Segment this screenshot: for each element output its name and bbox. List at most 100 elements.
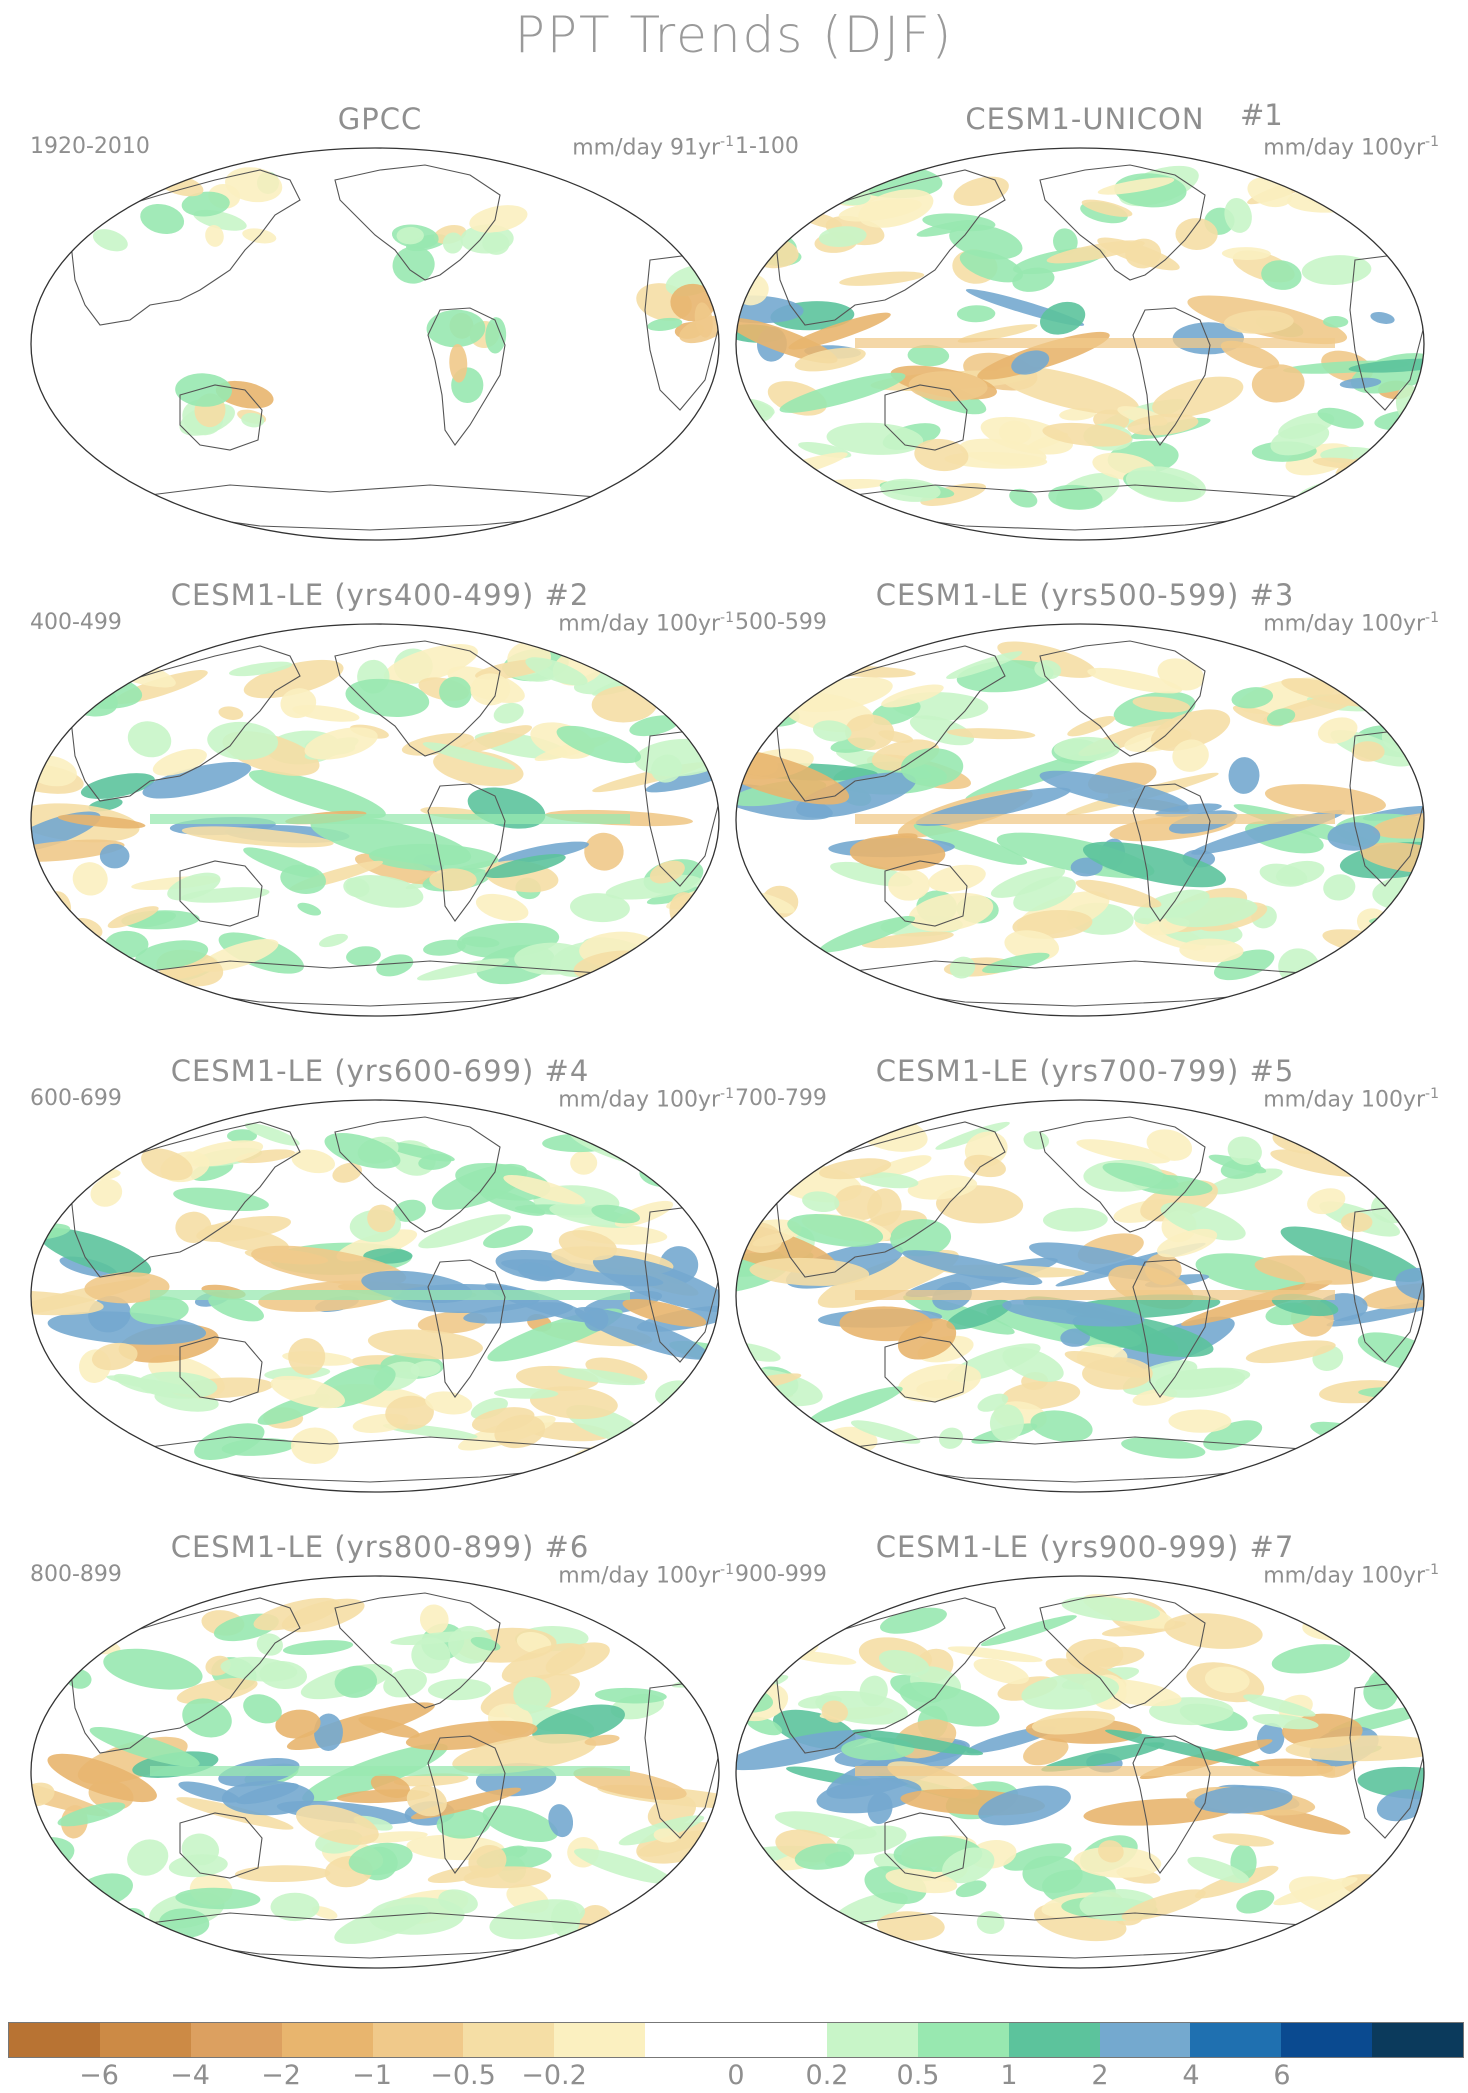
trend-shading xyxy=(1317,717,1358,744)
trend-shading xyxy=(1172,739,1209,772)
map-border xyxy=(735,623,1425,1017)
trend-shading xyxy=(1187,1856,1250,1884)
trend-shading xyxy=(418,1214,511,1249)
trend-shading xyxy=(493,702,524,724)
trend-shading xyxy=(964,1154,1006,1178)
panel-units: mm/day 100yr-1 xyxy=(558,610,734,637)
world-map xyxy=(30,1099,720,1493)
panel-units: mm/day 100yr-1 xyxy=(558,1562,734,1589)
trend-shading xyxy=(57,1802,126,1827)
trend-shading xyxy=(304,727,378,760)
trend-shading xyxy=(1013,876,1076,912)
trend-shading xyxy=(1165,897,1258,928)
trend-shading xyxy=(418,1153,452,1170)
trend-shading xyxy=(1075,879,1162,908)
trend-shading xyxy=(141,1148,193,1181)
trend-shading xyxy=(885,1868,958,1894)
trend-shading xyxy=(1097,177,1175,195)
trend-shading xyxy=(1206,1168,1283,1195)
trend-shading xyxy=(1348,358,1424,373)
trend-shading xyxy=(469,205,528,233)
map-panel: CESM1-UNICON #1 1-100 mm/day 100yr-1 xyxy=(735,98,1439,574)
trend-shading xyxy=(648,1619,691,1638)
trend-shading xyxy=(140,203,185,234)
trend-shading xyxy=(1310,1421,1408,1454)
panel-title: CESM1-UNICON xyxy=(965,102,1205,136)
trend-shading xyxy=(208,1294,264,1322)
trend-shading xyxy=(494,1414,546,1449)
trend-shading xyxy=(358,1716,420,1738)
trend-shading xyxy=(1261,260,1302,290)
trend-shading xyxy=(503,1174,586,1205)
trend-shading xyxy=(45,665,80,692)
trend-shading xyxy=(367,1204,396,1233)
coastline xyxy=(69,169,301,326)
trend-shading xyxy=(1127,413,1199,436)
trend-shading xyxy=(129,1296,189,1325)
trend-shading xyxy=(850,1420,921,1444)
trend-shading xyxy=(845,714,895,751)
trend-shading xyxy=(1270,1149,1366,1177)
trend-shading xyxy=(291,1149,336,1174)
trend-shading xyxy=(196,1215,292,1242)
trend-shading xyxy=(548,1804,574,1838)
trend-shading xyxy=(741,1876,770,1903)
equatorial-band xyxy=(855,338,1335,348)
trend-shading xyxy=(484,854,566,879)
trend-shading xyxy=(1003,1843,1072,1871)
map-border xyxy=(735,1575,1425,1969)
trend-shading xyxy=(1160,1202,1246,1241)
colorbar-swatch xyxy=(463,2023,555,2057)
trend-shading xyxy=(779,372,906,413)
trend-shading xyxy=(411,1637,451,1674)
trend-shading xyxy=(1097,237,1180,271)
coastline xyxy=(1039,1116,1206,1233)
trend-shading xyxy=(1204,1666,1250,1694)
trend-shading xyxy=(275,1709,321,1739)
colorbar-swatch xyxy=(1281,2023,1373,2057)
trend-shading xyxy=(489,1899,585,1940)
colorbar-swatch xyxy=(1190,2023,1282,2057)
trend-shading xyxy=(1194,1785,1293,1814)
trend-shading xyxy=(982,952,1050,974)
trend-shading xyxy=(1042,422,1132,447)
trend-shading xyxy=(1223,310,1294,334)
trend-shading xyxy=(1344,461,1420,495)
coastline xyxy=(774,645,1006,802)
trend-shading xyxy=(990,866,1066,898)
trend-shading xyxy=(1376,1789,1424,1822)
trend-shading xyxy=(439,676,472,708)
panel-units: mm/day 91yr-1 xyxy=(572,134,734,161)
trend-shading xyxy=(392,246,435,284)
panel-period: 600-699 xyxy=(30,1086,122,1111)
trend-shading xyxy=(376,954,414,977)
trend-shading xyxy=(1155,803,1222,817)
trend-shading xyxy=(205,225,224,247)
trend-shading xyxy=(436,1809,491,1839)
coastline xyxy=(179,1812,263,1879)
trend-shading xyxy=(1002,1298,1145,1327)
trend-shading xyxy=(824,1851,852,1868)
map-border xyxy=(30,623,720,1017)
trend-shading xyxy=(1076,1139,1171,1164)
trend-shading xyxy=(584,1734,620,1746)
colorbar-label: −4 xyxy=(170,2060,210,2091)
trend-shading xyxy=(1164,1613,1263,1649)
trend-shading xyxy=(914,438,969,472)
trend-shading xyxy=(280,864,326,895)
trend-shading xyxy=(1252,1713,1319,1730)
trend-shading xyxy=(736,184,803,213)
trend-shading xyxy=(812,720,852,742)
trend-shading xyxy=(908,371,988,402)
colorbar-label: 0 xyxy=(727,2060,745,2091)
map-panel: CESM1-LE (yrs900-999) #7 900-999 mm/day 10… xyxy=(735,1530,1439,2002)
panel-period: 500-599 xyxy=(735,610,827,635)
panel-units: mm/day 100yr-1 xyxy=(1263,1562,1439,1589)
world-map xyxy=(735,623,1425,1017)
trend-shading xyxy=(1228,757,1260,794)
trend-shading xyxy=(908,892,994,932)
trend-shading xyxy=(584,832,624,871)
trend-shading xyxy=(955,1880,987,1898)
trend-shading xyxy=(557,1368,646,1386)
trend-shading xyxy=(86,1600,146,1626)
